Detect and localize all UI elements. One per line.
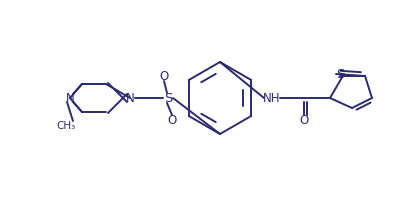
Text: NH: NH — [263, 92, 281, 105]
Text: O: O — [159, 70, 168, 83]
Text: O: O — [299, 113, 309, 127]
Text: CH₃: CH₃ — [56, 121, 76, 131]
Text: N: N — [126, 92, 134, 105]
Text: N: N — [66, 92, 74, 105]
Text: S: S — [336, 67, 344, 81]
Text: S: S — [164, 92, 172, 105]
Text: O: O — [167, 113, 177, 127]
